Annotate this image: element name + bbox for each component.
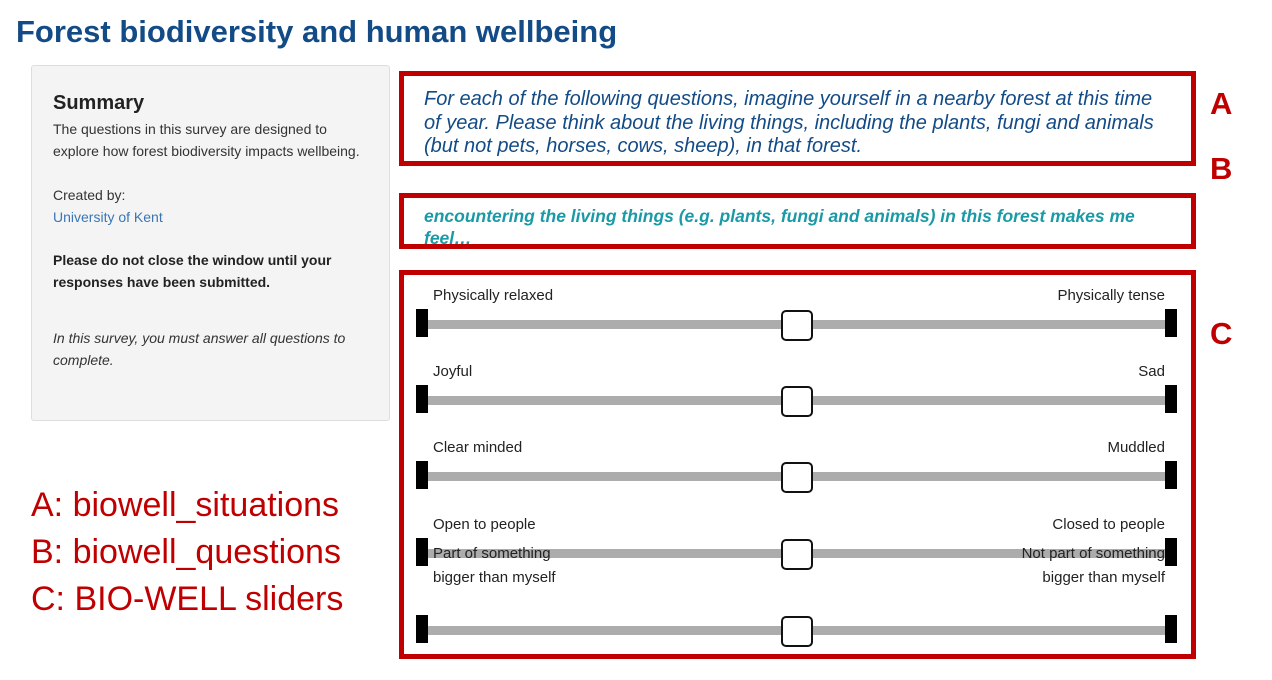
page-title: Forest biodiversity and human wellbeing [16, 14, 618, 49]
close-window-warning: Please do not close the window until you… [53, 252, 332, 290]
slider-row: Clear minded Muddled [413, 428, 1180, 493]
slider-right-label: Closed to people [1052, 516, 1165, 533]
slider-right-label: Sad [1138, 363, 1165, 380]
slider-row: Physically relaxed Physically tense [413, 276, 1180, 341]
annotation-letter-a: A [1210, 86, 1233, 121]
slider-left-label: Open to people [433, 516, 536, 533]
slider-left-label: Joyful [433, 363, 473, 380]
annotation-box-b: encountering the living things (e.g. pla… [399, 193, 1196, 249]
slider-left-label: Clear minded [433, 439, 523, 456]
summary-panel: Summary The questions in this survey are… [31, 65, 390, 421]
annotation-box-c [399, 270, 1196, 659]
legend-line-a: A: biowell_situations [31, 486, 340, 524]
summary-heading: Summary [53, 92, 145, 114]
annotation-box-a: For each of the following questions, ima… [399, 71, 1196, 166]
slider-handle[interactable] [780, 616, 813, 647]
slider-row: Open to people Closed to people [413, 505, 1180, 570]
question-prompt: encountering the living things (e.g. pla… [424, 206, 1135, 248]
slider-left-label: Part of something bigger than myself [433, 545, 556, 586]
annotation-letter-b: B [1210, 151, 1233, 186]
summary-description: The questions in this survey are designe… [53, 121, 360, 159]
creator-link[interactable]: University of Kent [53, 209, 163, 225]
slider-row: Part of something bigger than myself Not… [413, 545, 1180, 647]
slider-handle[interactable] [780, 386, 813, 417]
slider-right-end-marker [1165, 385, 1177, 413]
slider-right-end-marker [1165, 538, 1177, 566]
slider-right-label: Not part of something bigger than myself [1021, 545, 1165, 586]
slider-right-label: Muddled [1107, 439, 1165, 456]
slider-handle[interactable] [780, 462, 813, 493]
slider-left-end-marker [416, 309, 428, 337]
slider-left-end-marker [416, 385, 428, 413]
slider-row: Joyful Sad [413, 352, 1180, 417]
slider-left-label: Physically relaxed [433, 287, 554, 304]
slider-left-end-marker [416, 615, 428, 643]
completion-note: In this survey, you must answer all ques… [53, 330, 346, 368]
slider-left-end-marker [416, 538, 428, 566]
slider-right-end-marker [1165, 615, 1177, 643]
slider-left-end-marker [416, 461, 428, 489]
slider-right-label: Physically tense [1057, 287, 1165, 304]
annotation-letter-c: C [1210, 316, 1233, 351]
slider-handle[interactable] [780, 539, 813, 570]
created-by-label: Created by: [53, 187, 126, 203]
legend-line-b: B: biowell_questions [31, 533, 341, 571]
slider-handle[interactable] [780, 310, 813, 341]
legend-line-c: C: BIO-WELL sliders [31, 580, 344, 618]
situation-prompt: For each of the following questions, ima… [424, 88, 1154, 157]
slider-right-end-marker [1165, 309, 1177, 337]
slider-right-end-marker [1165, 461, 1177, 489]
